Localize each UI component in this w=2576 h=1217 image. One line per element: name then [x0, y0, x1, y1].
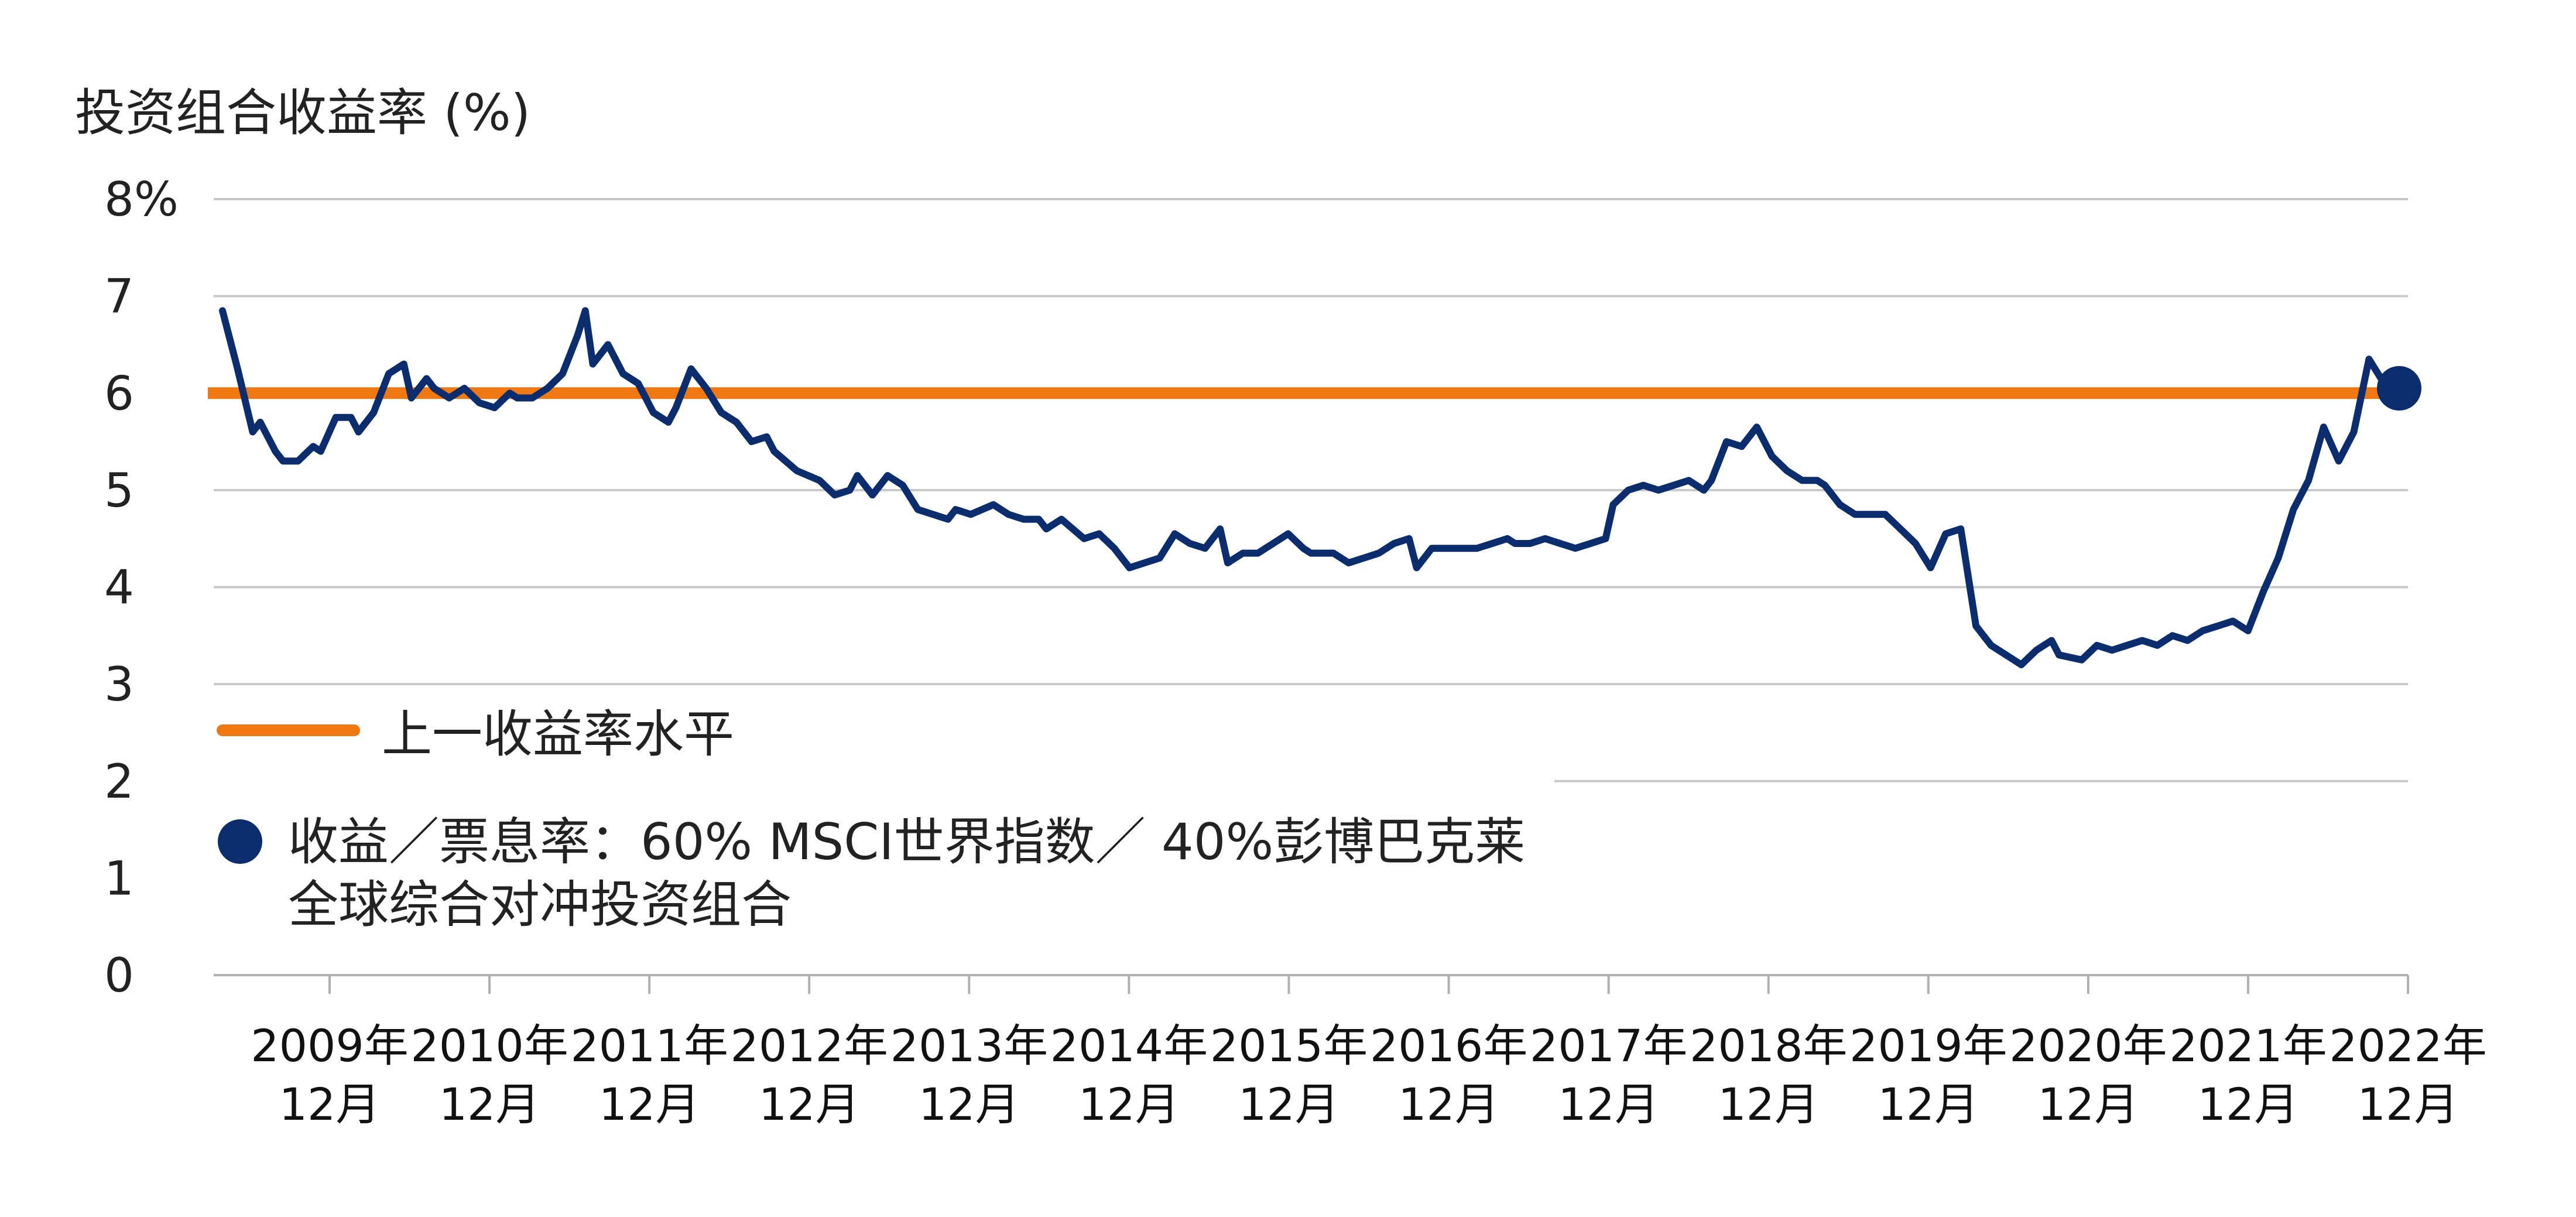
- x-tick-month: 12月: [1558, 1078, 1659, 1130]
- x-tick-month: 12月: [1398, 1078, 1499, 1130]
- x-tick-year: 2018年: [1690, 1020, 1847, 1072]
- y-tick-label: 0: [104, 948, 134, 1003]
- y-tick-label: 5: [104, 463, 134, 518]
- y-tick-label: 4: [104, 560, 134, 615]
- y-tick-label: 8%: [104, 172, 179, 227]
- x-tick-year: 2011年: [570, 1020, 728, 1072]
- x-tick-month: 12月: [2198, 1078, 2299, 1130]
- x-tick-year: 2013年: [890, 1020, 1048, 1072]
- x-tick-year: 2010年: [410, 1020, 568, 1072]
- x-tick-year: 2022年: [2329, 1020, 2486, 1072]
- x-tick-year: 2015年: [1210, 1020, 1368, 1072]
- legend-clear-right: [1551, 843, 2408, 972]
- x-tick-month: 12月: [1718, 1078, 1819, 1130]
- legend-background: [214, 685, 1554, 940]
- legend-label-reference: 上一收益率水平: [382, 705, 734, 764]
- y-tick-label: 1: [104, 851, 134, 905]
- x-tick-year: 2014年: [1050, 1020, 1208, 1072]
- x-tick-month: 12月: [919, 1078, 1020, 1130]
- x-tick-month: 12月: [439, 1078, 540, 1130]
- x-axis-ticks: 2009年 12月 2010年 12月 2011年 12月 2012年 12月 2013年 12月…: [251, 975, 2487, 1130]
- legend-swatch-yield-marker: [218, 819, 262, 864]
- x-tick-year: 2020年: [2009, 1020, 2167, 1072]
- y-axis-ticks: 8% 7 6 5 4 3 2 1 0: [104, 172, 179, 1003]
- x-tick-year: 2019年: [1849, 1020, 2007, 1072]
- x-tick-month: 12月: [2358, 1078, 2459, 1130]
- legend-label-yield-line2: 全球综合对冲投资组合: [288, 876, 792, 934]
- x-tick-year: 2017年: [1530, 1020, 1687, 1072]
- y-axis-title: 投资组合收益率 (%): [75, 84, 530, 142]
- yield-series-line: [219, 307, 2403, 668]
- x-tick-month: 12月: [1878, 1078, 1979, 1130]
- x-tick-month: 12月: [279, 1078, 381, 1130]
- x-tick-year: 2016年: [1370, 1020, 1527, 1072]
- current-yield-marker: [2377, 365, 2421, 411]
- x-tick-month: 12月: [1078, 1078, 1180, 1130]
- legend-label-yield-line1: 收益／票息率：60% MSCI世界指数／ 40%彭博巴克莱: [288, 813, 1525, 871]
- x-tick-year: 2021年: [2169, 1020, 2327, 1072]
- x-tick-year: 2012年: [731, 1020, 888, 1072]
- x-tick-month: 12月: [1238, 1078, 1340, 1130]
- y-tick-label: 6: [104, 366, 134, 421]
- x-tick-month: 12月: [2037, 1078, 2139, 1130]
- x-tick-month: 12月: [759, 1078, 860, 1130]
- y-tick-label: 7: [104, 269, 134, 324]
- y-tick-label: 2: [104, 754, 134, 809]
- x-tick-month: 12月: [599, 1078, 700, 1130]
- x-tick-year: 2009年: [251, 1020, 408, 1072]
- y-tick-label: 3: [104, 657, 134, 712]
